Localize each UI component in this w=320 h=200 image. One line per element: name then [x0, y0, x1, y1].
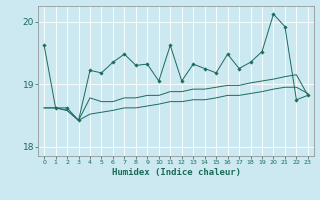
X-axis label: Humidex (Indice chaleur): Humidex (Indice chaleur): [111, 168, 241, 177]
